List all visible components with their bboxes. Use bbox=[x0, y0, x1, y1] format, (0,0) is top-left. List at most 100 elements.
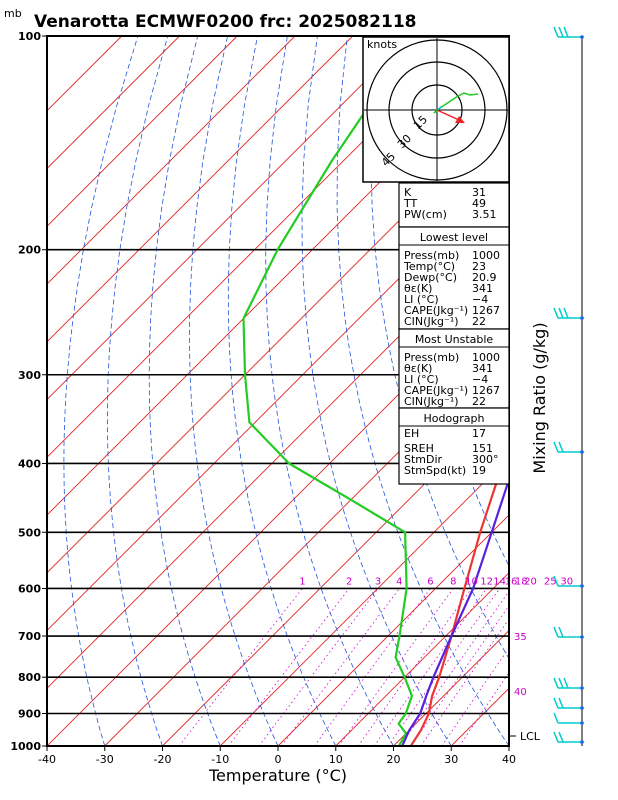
pressure-tick-label: 100 bbox=[18, 30, 41, 43]
index-value: 31 bbox=[472, 186, 486, 199]
lowest-level-label: Dewp(°C) bbox=[404, 271, 457, 284]
lowest-level-heading: Lowest level bbox=[420, 231, 488, 244]
hodograph-table-value: 19 bbox=[472, 464, 486, 477]
hodograph-table-label: SREH bbox=[404, 442, 434, 455]
sounding-profiles bbox=[242, 36, 509, 746]
x-tick-label: 20 bbox=[387, 753, 401, 766]
indices-panel: Lowest level Most Unstable Hodograph K 31… bbox=[398, 182, 510, 485]
mixing-ratio-line bbox=[410, 605, 509, 746]
isotherm-line bbox=[47, 36, 238, 227]
most-unstable-value: 1267 bbox=[472, 384, 500, 397]
pressure-tick-label: 600 bbox=[18, 582, 41, 595]
lowest-level-value: 20.9 bbox=[472, 271, 497, 284]
isotherm-line bbox=[219, 456, 509, 746]
most-unstable-value: 22 bbox=[472, 395, 486, 408]
hodograph-table-heading: Hodograph bbox=[424, 412, 485, 425]
hodograph-table-value: 151 bbox=[472, 442, 493, 455]
isotherm-line bbox=[162, 398, 509, 746]
lowest-level-value: 1267 bbox=[472, 304, 500, 317]
mixing-ratio-label: 12 bbox=[480, 576, 493, 587]
mixing-ratio-line bbox=[228, 588, 350, 746]
dry-adiabat bbox=[227, 36, 337, 746]
hodograph-table-box bbox=[398, 407, 510, 485]
dry-adiabat bbox=[63, 36, 139, 746]
index-label: TT bbox=[403, 197, 418, 210]
most-unstable-label: CIN(Jkg⁻¹) bbox=[404, 395, 459, 408]
pressure-tick-label: 500 bbox=[18, 526, 41, 539]
wind-barb bbox=[553, 677, 584, 690]
mixing-ratio-label: 10 bbox=[465, 576, 478, 587]
isotherm-line bbox=[47, 36, 411, 401]
dewpoint-profile bbox=[242, 36, 418, 746]
lowest-level-box bbox=[398, 226, 510, 330]
dry-adiabat bbox=[336, 36, 509, 746]
mixing-ratio-label: 3 bbox=[375, 576, 381, 587]
mixing-ratio-line bbox=[338, 588, 454, 746]
x-axis-label: Temperature (°C) bbox=[208, 766, 347, 785]
most-unstable-heading: Most Unstable bbox=[415, 333, 494, 346]
mixing-ratio-line bbox=[387, 588, 500, 746]
pressure-tick-label: 200 bbox=[18, 244, 41, 257]
hodograph-unit: knots bbox=[367, 38, 397, 51]
parcel-profile bbox=[401, 476, 509, 746]
pressure-tick-label: 400 bbox=[18, 457, 41, 470]
mixing-ratio-line bbox=[357, 588, 472, 746]
most-unstable-label: CAPE(Jkg⁻¹) bbox=[404, 384, 468, 397]
hodograph-table-value: 300° bbox=[472, 453, 499, 466]
wind-barb bbox=[553, 575, 584, 588]
most-unstable-value: −4 bbox=[472, 373, 488, 386]
most-unstable-label: Press(mb) bbox=[404, 351, 459, 364]
pressure-tick-label: 800 bbox=[18, 671, 41, 684]
lowest-level-value: 23 bbox=[472, 260, 486, 273]
dry-adiabat bbox=[301, 36, 452, 746]
mixing-ratio-line bbox=[373, 588, 487, 746]
isotherm-line bbox=[47, 167, 509, 632]
x-tick-label: 10 bbox=[329, 753, 343, 766]
lowest-level-value: 341 bbox=[472, 282, 493, 295]
x-tick-label: 30 bbox=[444, 753, 458, 766]
mixing-ratio-axis-label: Mixing Ratio (g/kg) bbox=[530, 322, 549, 473]
mixing-ratio-label: 2 bbox=[346, 576, 352, 587]
x-tick-label: 40 bbox=[502, 753, 516, 766]
wind-barb bbox=[553, 697, 584, 710]
mb-unit-label: mb bbox=[4, 7, 22, 20]
isotherm-line bbox=[47, 225, 509, 689]
mixing-ratio-label: 16 bbox=[505, 576, 518, 587]
dry-adiabat bbox=[265, 36, 394, 746]
isotherm-line bbox=[47, 36, 296, 285]
dry-adiabat bbox=[189, 36, 279, 746]
temperature-profile bbox=[409, 280, 509, 746]
lowest-level-label: Temp(°C) bbox=[403, 260, 455, 273]
dry-adiabat bbox=[106, 36, 169, 746]
most-unstable-label: θε(K) bbox=[404, 362, 432, 375]
index-value: 49 bbox=[472, 197, 486, 210]
storm-motion-arrowhead bbox=[455, 116, 465, 123]
dry-adiabat bbox=[557, 36, 618, 746]
mixing-ratio-line bbox=[178, 588, 303, 746]
lowest-level-label: CIN(Jkg⁻¹) bbox=[404, 315, 459, 328]
wind-barb bbox=[553, 307, 584, 320]
isotherm-label-40: 40 bbox=[514, 687, 527, 698]
hodograph-table-label: StmSpd(kt) bbox=[404, 464, 466, 477]
index-label: K bbox=[404, 186, 412, 199]
mixing-ratio-label: 14 bbox=[493, 576, 506, 587]
isotherm-line bbox=[47, 36, 469, 458]
mixing-ratio-line bbox=[314, 588, 431, 746]
hodograph-table-label: StmDir bbox=[404, 453, 443, 466]
most-unstable-box bbox=[398, 328, 510, 409]
x-tick-label: -20 bbox=[154, 753, 172, 766]
dry-adiabat bbox=[403, 36, 509, 567]
wind-barb bbox=[553, 626, 584, 639]
x-axis-ticks: -40 -30 -20 -10 0 10 20 30 40 bbox=[38, 746, 516, 766]
mixing-ratio-label: 18 bbox=[515, 576, 528, 587]
dry-adiabat bbox=[148, 36, 221, 746]
wind-barb bbox=[553, 26, 584, 39]
mixing-ratio-label: 20 bbox=[524, 576, 537, 587]
pressure-tick-label: 300 bbox=[18, 369, 41, 382]
mixing-ratio-line bbox=[258, 588, 379, 746]
x-tick-label: -40 bbox=[38, 753, 56, 766]
x-tick-label: 0 bbox=[275, 753, 282, 766]
mixing-ratio-label: 8 bbox=[450, 576, 456, 587]
wind-barb bbox=[553, 441, 584, 454]
